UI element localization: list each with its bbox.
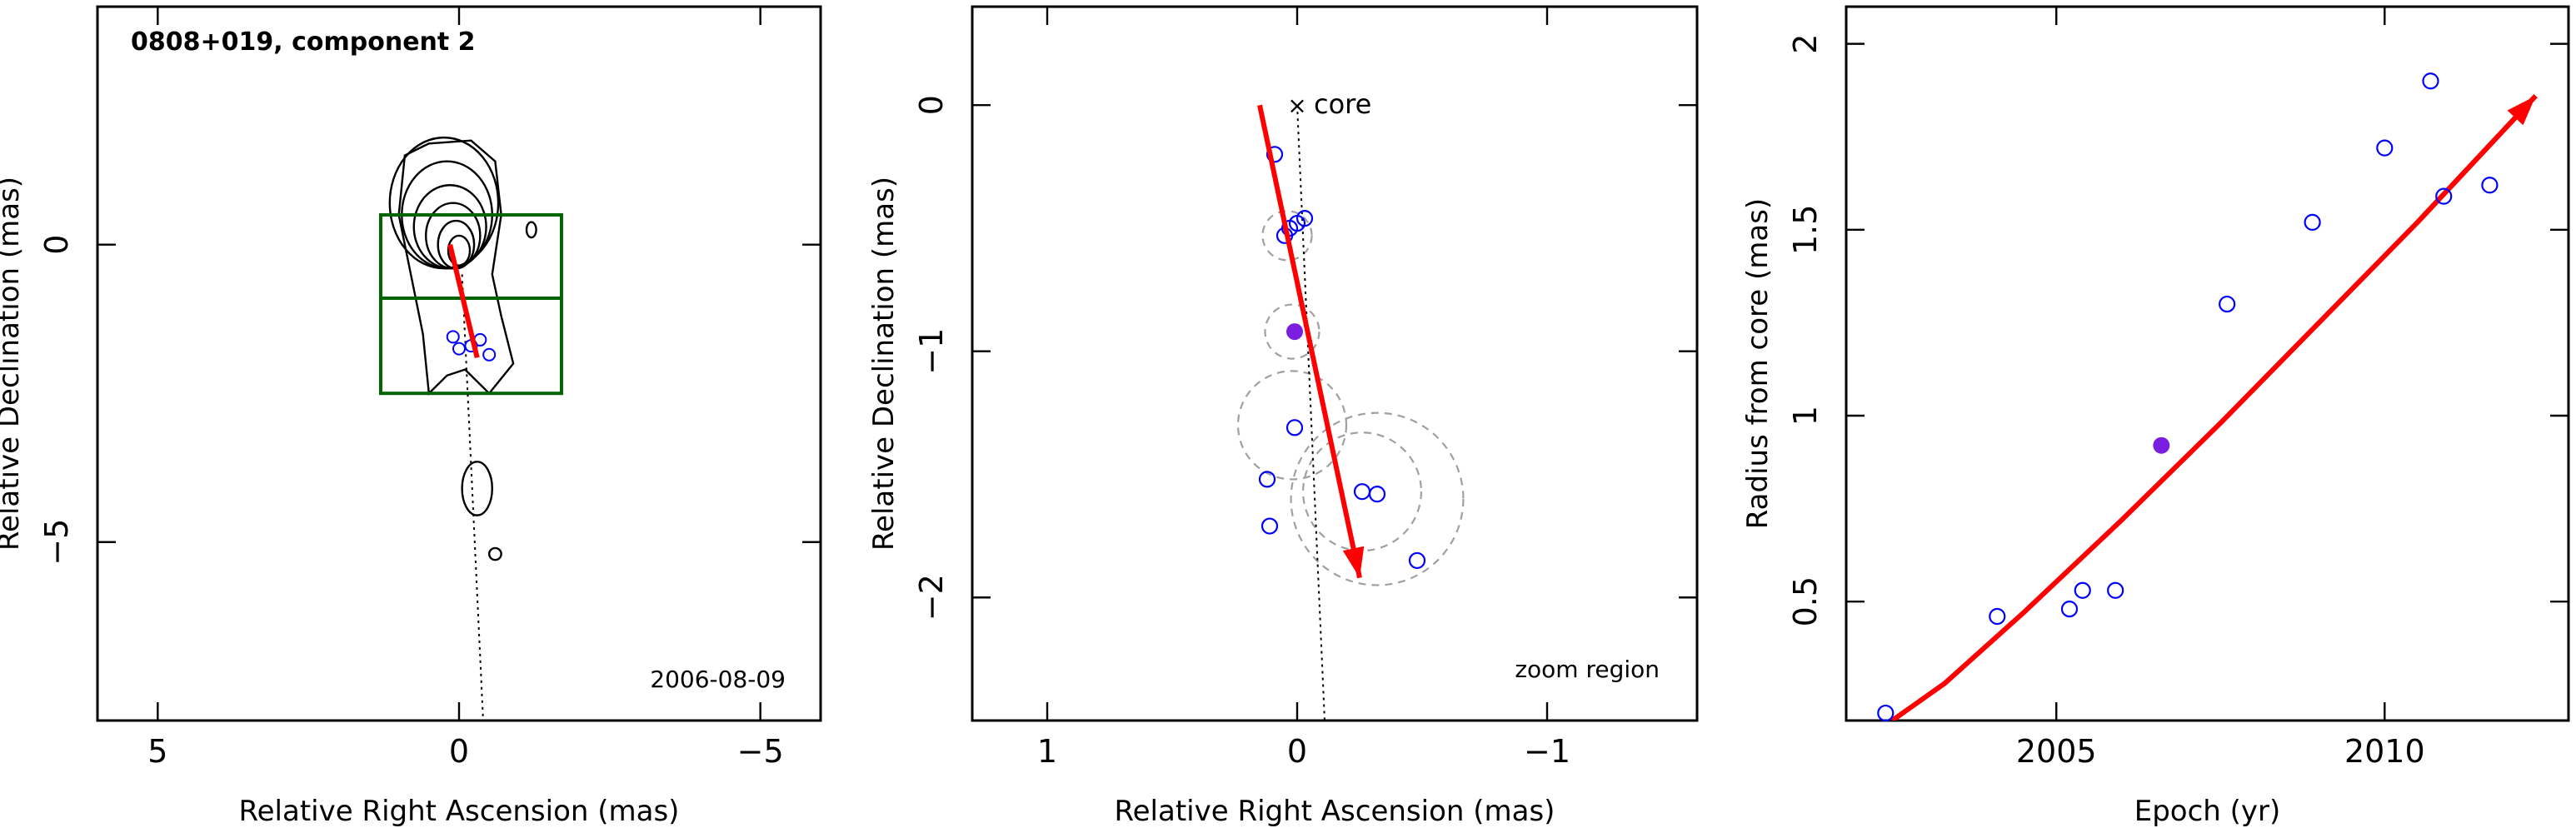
data-point xyxy=(2219,295,2236,313)
contour-line xyxy=(461,461,493,516)
data-point xyxy=(2107,581,2124,599)
plot-frame xyxy=(971,5,1699,722)
component-point xyxy=(1353,483,1371,501)
data-point xyxy=(2376,139,2394,157)
core-label: core xyxy=(1314,88,1371,120)
panel-zoom-region: 1 0 −1 0 −1 −2 Relative Right Ascension (mas) R… xyxy=(867,5,1699,828)
highlight-point xyxy=(1286,323,1303,341)
uncertainty-circle xyxy=(1236,370,1348,481)
jet-arrow xyxy=(1257,104,1362,579)
contour-line xyxy=(397,139,515,396)
panel-title: 0808+019, component 2 xyxy=(131,27,476,57)
component-point xyxy=(1408,551,1426,570)
x-tick-label: −1 xyxy=(1524,733,1570,770)
data-point xyxy=(2304,213,2321,231)
uncertainty-circle xyxy=(1264,303,1320,360)
y-tick-label: 2 xyxy=(1787,34,1824,54)
zoom-box xyxy=(378,212,563,396)
component-point xyxy=(446,330,460,344)
fit-curve xyxy=(1890,94,2538,721)
uncertainty-circle xyxy=(1290,412,1465,586)
data-point xyxy=(2435,187,2453,205)
plot-frame xyxy=(1845,5,2570,722)
uncertainty-circle xyxy=(1301,431,1423,552)
region-label: zoom region xyxy=(1515,656,1660,683)
plot-frame xyxy=(96,5,822,722)
x-tick-label: 0 xyxy=(449,733,469,770)
x-tick-label: −5 xyxy=(737,733,784,770)
data-point xyxy=(2481,177,2499,194)
fit-arrow-head xyxy=(2507,96,2536,126)
x-tick-label: 1 xyxy=(1037,733,1057,770)
y-tick-label: 1.5 xyxy=(1787,205,1824,255)
component-point xyxy=(482,347,497,362)
uncertainty-circle xyxy=(1261,210,1313,262)
y-axis-label: Radius from core (mas) xyxy=(1741,198,1775,529)
data-point xyxy=(2060,600,2079,618)
x-axis-label: Relative Right Ascension (mas) xyxy=(1115,795,1555,828)
data-point xyxy=(1877,704,1895,722)
data-point xyxy=(1989,607,2006,626)
x-tick-label: 0 xyxy=(1287,733,1307,770)
contour-line xyxy=(447,234,472,267)
x-tick-label: 2010 xyxy=(2344,733,2425,770)
component-point xyxy=(1368,486,1386,503)
date-label: 2006-08-09 xyxy=(650,666,786,693)
y-tick-label: 0 xyxy=(38,235,75,255)
y-axis-label: Relative Declination (mas) xyxy=(0,177,26,551)
contour-line xyxy=(487,546,502,561)
jet-arrow-head xyxy=(1342,546,1365,578)
y-tick-label: −1 xyxy=(913,328,950,375)
data-point xyxy=(2422,72,2439,90)
ridge-line xyxy=(1296,105,1325,721)
y-tick-label: 0 xyxy=(913,95,950,115)
panel-contour-map: 5 0 −5 0 −5 Relative Right Ascension (mas) Rel… xyxy=(0,5,822,828)
component-point xyxy=(1295,210,1314,227)
y-tick-label: −2 xyxy=(913,574,950,621)
data-point xyxy=(2074,581,2091,599)
y-tick-label: −5 xyxy=(38,519,75,566)
core-marker: × xyxy=(1287,92,1306,119)
contour-line xyxy=(525,221,537,239)
component-point xyxy=(1266,146,1284,163)
x-axis-label: Epoch (yr) xyxy=(2134,795,2281,828)
jet-direction xyxy=(447,243,480,359)
component-point xyxy=(1258,471,1276,488)
component-point xyxy=(1286,419,1304,436)
x-tick-label: 2005 xyxy=(2016,733,2097,770)
highlight-point xyxy=(2153,436,2170,454)
y-tick-label: 1 xyxy=(1787,406,1824,426)
component-point xyxy=(452,342,466,356)
x-axis-label: Relative Right Ascension (mas) xyxy=(239,795,680,828)
y-axis-label: Relative Declination (mas) xyxy=(867,177,901,551)
x-tick-label: 5 xyxy=(147,733,167,770)
y-tick-label: 0.5 xyxy=(1787,576,1824,626)
component-point xyxy=(1261,517,1279,535)
panel-radius-epoch: 2005 2010 0.5 1 1.5 2 Epoch (yr) Radius from co… xyxy=(1741,5,2570,828)
